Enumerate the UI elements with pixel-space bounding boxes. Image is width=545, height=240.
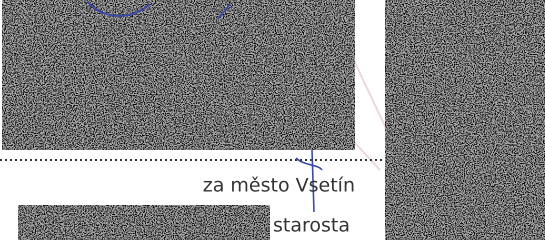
redaction	[2, 0, 355, 150]
page: za město Vsetín starosta (() => { const …	[0, 0, 545, 240]
signature-caption: za město Vsetín	[203, 175, 355, 197]
redaction	[18, 205, 270, 240]
signature-role: starosta	[273, 215, 350, 237]
redaction	[385, 0, 545, 240]
scan: za město Vsetín starosta	[0, 0, 545, 240]
